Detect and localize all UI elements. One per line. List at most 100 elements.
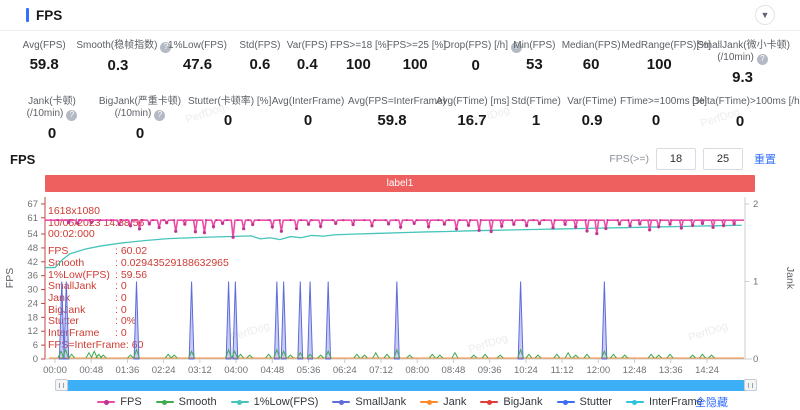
legend-item-stutter[interactable]: Stutter	[556, 396, 612, 408]
tooltip-row: InterFrame: 0	[48, 327, 127, 340]
x-axis-tick-label: 13:36	[659, 365, 683, 376]
metric-cell: FPS>=18 [%] 100	[330, 40, 389, 73]
tooltip-row: 1%Low(FPS): 59.56	[48, 268, 148, 281]
series-Smooth	[647, 353, 655, 359]
legend-item-bigjank[interactable]: BigJank	[480, 396, 543, 408]
help-icon[interactable]: ?	[66, 109, 78, 121]
hide-all-link[interactable]: 全隐藏	[695, 397, 728, 409]
collapse-button[interactable]: ▼	[755, 5, 775, 25]
y-axis-left-title: FPS	[4, 268, 16, 288]
series-Smooth	[164, 353, 172, 359]
series-Smooth	[436, 354, 444, 359]
series-Smooth	[287, 354, 294, 359]
x-axis-tick-label: 01:36	[116, 365, 140, 376]
series-SmallJank	[273, 281, 280, 360]
series-Smooth	[237, 353, 245, 359]
series-marker	[399, 225, 403, 229]
metric-cell: Std(FPS) 0.6	[235, 40, 284, 73]
series-Smooth	[265, 353, 272, 359]
series-marker	[500, 224, 504, 228]
series-marker	[294, 226, 299, 231]
y-axis-tick-label: 61	[27, 213, 38, 224]
reset-link[interactable]: 重置	[754, 154, 776, 166]
series-Smooth	[689, 354, 697, 359]
scrollbar-handle-right[interactable]	[744, 379, 757, 391]
metric-value: 16.7	[457, 112, 487, 129]
legend-item-interframe[interactable]: InterFrame	[625, 396, 703, 408]
legend-marker	[625, 399, 644, 406]
help-icon[interactable]: ?	[756, 53, 768, 65]
metric-cell: 1%Low(FPS) 47.6	[160, 40, 236, 73]
x-axis-tick-label: 09:36	[478, 365, 502, 376]
x-axis-tick-label: 00:48	[79, 365, 103, 376]
help-icon[interactable]: ?	[160, 41, 172, 53]
metric-cell: MedRange(FPS)[%] 100	[621, 40, 711, 73]
fps-threshold-filter: FPS(>=) 重置	[609, 148, 776, 170]
metric-value: 0.4	[296, 56, 318, 73]
chevron-down-icon: ▼	[760, 10, 770, 20]
series-marker	[551, 226, 555, 230]
series-marker	[512, 222, 516, 226]
series-Smooth	[188, 350, 196, 359]
series-marker	[477, 228, 481, 232]
series-marker	[585, 229, 589, 233]
fps-chart[interactable]: label1 1618x1080 10/05/2023 14:38:56 00:…	[0, 169, 800, 379]
scrollbar-track[interactable]	[55, 380, 757, 391]
x-axis-tick-label: 06:24	[333, 365, 357, 376]
series-marker	[617, 222, 622, 226]
metric-label: Var(FTime)	[567, 96, 617, 107]
metric-cell: Drop(FPS) [/h]? 0	[444, 40, 522, 74]
legend-marker	[556, 399, 575, 406]
y-axis-right-title: Jank	[784, 267, 796, 290]
series-marker	[563, 222, 567, 226]
legend-item-smooth[interactable]: Smooth	[155, 396, 217, 408]
legend-marker	[97, 399, 116, 406]
metric-label: MedRange(FPS)[%]	[621, 40, 711, 51]
series-marker	[386, 222, 391, 226]
help-icon[interactable]: ?	[510, 41, 522, 53]
fps-threshold-input-2[interactable]	[703, 148, 743, 170]
series-marker	[412, 221, 416, 225]
y-axis-tick-label: 1	[753, 276, 758, 287]
help-icon[interactable]: ?	[154, 109, 166, 121]
series-Smooth	[372, 351, 380, 359]
legend-item-smalljank[interactable]: SmallJank	[332, 396, 406, 408]
x-axis-tick-label: 03:12	[188, 365, 212, 376]
metric-label: FPS>=25 [%]	[386, 40, 447, 51]
tooltip-row: SmallJank: 0	[48, 280, 127, 293]
series-SmallJank	[393, 281, 400, 360]
series-Smooth	[127, 354, 134, 359]
metric-value: 100	[646, 56, 672, 73]
metric-cell: Jank(卡顿) (/10min)? 0	[12, 96, 92, 142]
y-axis-tick-label: 36	[27, 271, 38, 282]
chart-section-title: FPS	[10, 151, 36, 167]
legend-item-1-low-fps-[interactable]: 1%Low(FPS)	[230, 396, 318, 408]
series-marker	[251, 222, 255, 227]
series-marker	[454, 227, 459, 231]
series-SmallJank	[325, 281, 332, 360]
fps-threshold-input-1[interactable]	[656, 148, 696, 170]
legend-label: Stutter	[579, 396, 612, 408]
legend-item-jank[interactable]: Jank	[420, 396, 466, 408]
y-axis-tick-label: 48	[27, 243, 38, 254]
metric-value: 0.6	[249, 56, 271, 73]
metric-label: Median(FPS)	[561, 40, 621, 51]
scrollbar-handle-left[interactable]	[55, 379, 68, 391]
legend-label: SmallJank	[355, 396, 407, 408]
metric-cell: Avg(FPS=InterFrame) 59.8	[348, 96, 446, 129]
x-axis-tick-label: 00:00	[43, 365, 67, 376]
series-Smooth	[353, 353, 361, 359]
x-axis-tick-label: 12:00	[586, 365, 610, 376]
metric-value: 60	[582, 56, 600, 73]
legend-item-fps[interactable]: FPS	[97, 396, 142, 408]
metric-cell: Avg(FTime) [ms] 16.7	[436, 96, 509, 129]
series-Smooth	[564, 351, 572, 359]
metric-cell: Avg(InterFrame) 0	[268, 96, 348, 129]
series-Smooth	[90, 350, 98, 359]
series-Smooth	[306, 353, 314, 359]
series-marker	[525, 223, 529, 228]
series-Smooth	[85, 351, 93, 359]
series-Smooth	[317, 354, 324, 359]
y-axis-tick-label: 12	[27, 326, 38, 337]
